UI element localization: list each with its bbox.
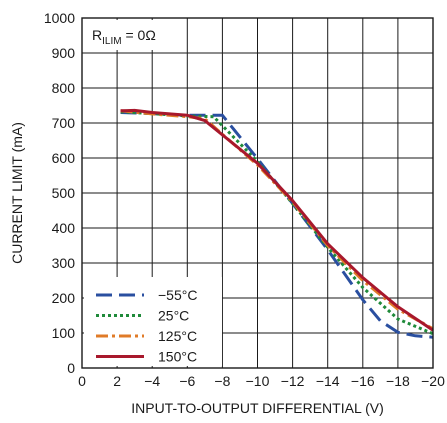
y-tick-labels: 0 100 200 300 400 500 600 700 800 900 1000: [44, 10, 75, 376]
y-tick-label: 400: [52, 220, 76, 236]
y-tick-label: 100: [52, 325, 76, 341]
legend-label: −55°C: [158, 287, 197, 303]
series-line: [120, 108, 434, 332]
x-tick-label: −12: [281, 373, 305, 389]
legend-box: [84, 277, 222, 366]
annotation-rilim: RILIM = 0Ω: [92, 27, 156, 47]
y-tick-label: 600: [52, 150, 76, 166]
x-tick-label: −6: [179, 373, 195, 389]
x-tick-label: −16: [351, 373, 375, 389]
y-axis-title: CURRENT LIMIT (mA): [9, 122, 25, 264]
x-tick-label: −18: [386, 373, 410, 389]
x-axis-title: INPUT-TO-OUTPUT DIFFERENTIAL (V): [131, 400, 384, 416]
x-tick-labels: 0 2 −4 −6 −8 −10 −12 −14 −16 −18 −20: [78, 373, 445, 389]
legend-label: 125°C: [158, 328, 197, 344]
y-tick-label: 300: [52, 255, 76, 271]
annotation-box: [84, 20, 176, 50]
y-tick-label: 0: [67, 360, 75, 376]
plot-frame: [81, 17, 434, 369]
y-tick-label: 800: [52, 80, 76, 96]
legend: −55°C 25°C 125°C 150°C: [96, 287, 197, 365]
x-tick-label: −14: [316, 373, 340, 389]
y-tick-label: 1000: [44, 10, 75, 26]
annotation-subscript: ILIM: [102, 36, 121, 47]
legend-label: 150°C: [158, 349, 197, 365]
x-tick-label: −10: [246, 373, 270, 389]
legend-label: 25°C: [158, 308, 189, 324]
x-tick-label: −8: [214, 373, 230, 389]
x-tick-label: −4: [144, 373, 160, 389]
x-tick-label: 0: [78, 373, 86, 389]
series-lines: [120, 108, 434, 339]
annotation-main: R: [92, 27, 102, 43]
y-tick-label: 700: [52, 115, 76, 131]
y-tick-label: 200: [52, 290, 76, 306]
x-tick-label: 2: [113, 373, 121, 389]
y-tick-label: 900: [52, 45, 76, 61]
x-tick-label: −20: [421, 373, 445, 389]
y-tick-label: 500: [52, 185, 76, 201]
annotation-value: = 0Ω: [122, 27, 156, 43]
